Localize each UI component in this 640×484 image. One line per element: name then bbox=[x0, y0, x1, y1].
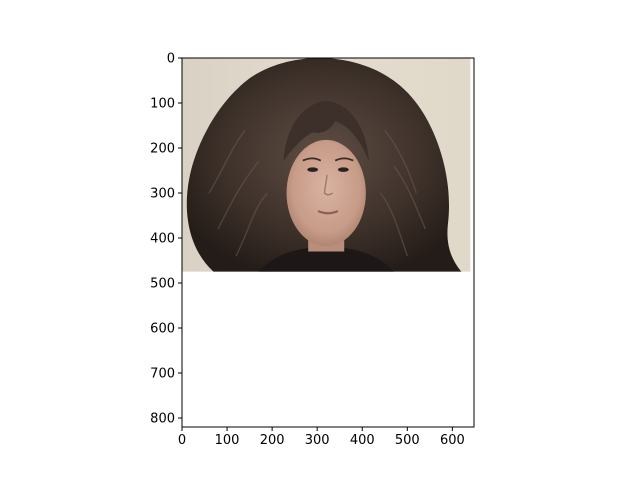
photo-right-eyebrow bbox=[334, 157, 354, 162]
x-tick-label: 300 bbox=[305, 433, 330, 448]
y-tick-label: 200 bbox=[150, 142, 175, 157]
photo-mouth bbox=[317, 209, 339, 215]
x-axis-ticks: 0 100 200 300 400 500 600 bbox=[178, 427, 465, 448]
x-tick-label: 400 bbox=[350, 433, 375, 448]
photo-right-eye bbox=[337, 167, 349, 172]
y-tick-label: 300 bbox=[150, 187, 175, 202]
photo-image bbox=[182, 58, 471, 272]
axes-frame bbox=[181, 57, 475, 428]
y-tick-label: 800 bbox=[150, 412, 175, 427]
photo-left-eye bbox=[307, 167, 319, 172]
y-tick-label: 700 bbox=[150, 367, 175, 382]
x-tick-label: 200 bbox=[260, 433, 285, 448]
photo-face bbox=[286, 139, 366, 247]
x-tick-label: 100 bbox=[215, 433, 240, 448]
y-tick-label: 0 bbox=[167, 52, 175, 67]
y-tick-label: 400 bbox=[150, 232, 175, 247]
photo-shirt bbox=[258, 247, 394, 272]
y-axis-ticks: 0 100 200 300 400 500 600 700 800 bbox=[150, 52, 182, 427]
photo-nose bbox=[323, 174, 333, 196]
photo-hair-strands bbox=[208, 129, 426, 257]
photo-content bbox=[182, 58, 471, 272]
photo-left-eyebrow bbox=[302, 157, 322, 162]
x-tick-label: 500 bbox=[395, 433, 420, 448]
photo-fringe bbox=[283, 100, 370, 162]
x-tick-label: 0 bbox=[178, 433, 186, 448]
y-tick-label: 500 bbox=[150, 277, 175, 292]
x-tick-label: 600 bbox=[440, 433, 465, 448]
y-tick-label: 100 bbox=[150, 97, 175, 112]
y-tick-label: 600 bbox=[150, 322, 175, 337]
